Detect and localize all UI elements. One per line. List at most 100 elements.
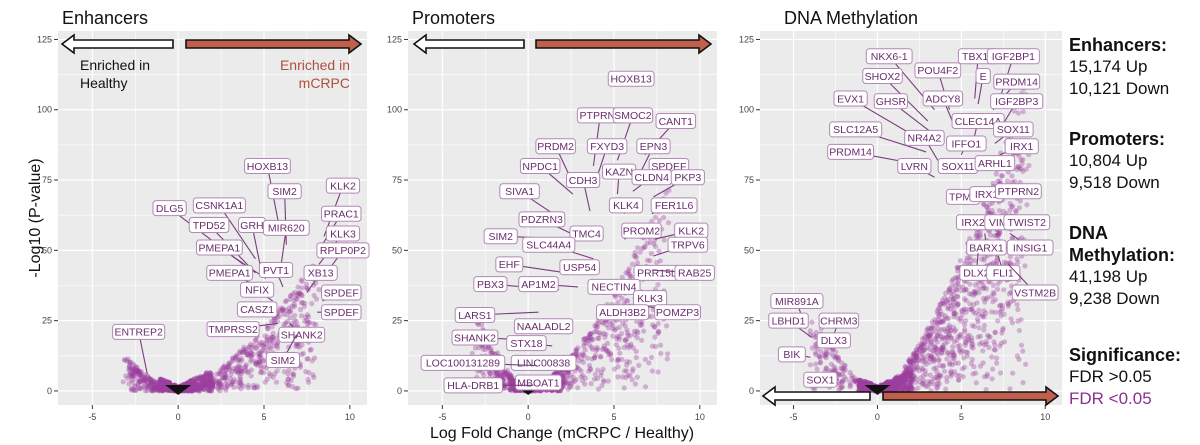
significant-point [915,357,922,364]
significant-point [494,369,500,375]
summary-methylation-title-2: Methylation: [1069,245,1175,265]
significant-point [581,340,588,346]
significant-point [813,361,819,367]
significant-point [254,385,260,391]
significant-point [919,348,925,354]
significant-point [208,380,214,386]
significant-point [621,344,628,350]
significant-point [142,376,149,382]
gene-label-box [777,346,806,363]
gene-label-box [325,177,361,194]
significant-point [615,374,621,380]
gene-label: NECTIN4 [592,282,637,294]
significant-point [983,387,989,393]
significant-point [838,360,845,366]
significant-point [950,344,956,350]
significant-point [296,290,303,296]
significant-point [939,347,946,353]
significant-point [1001,311,1007,317]
significant-point [916,347,923,353]
significant-point [927,333,933,339]
significant-point [937,362,943,369]
significant-point [578,374,584,380]
significant-point [268,345,274,351]
significant-point [243,363,249,369]
significant-point [972,282,978,288]
significant-point [299,342,305,348]
significant-point [246,344,252,350]
significant-point [997,343,1003,349]
significant-point [925,332,931,338]
significant-point [221,363,227,369]
significant-point [927,355,933,362]
significant-point [592,323,598,329]
gene-label: SHOX2 [865,71,901,83]
significant-point [948,370,954,376]
significant-point [969,344,975,350]
significant-point [236,350,242,356]
significant-point [1001,339,1008,345]
significant-point [139,376,145,382]
significant-point [946,333,952,339]
gene-label-box [587,278,641,295]
summary-methylation-down: 9,238 Down [1069,289,1160,308]
significant-point [135,372,142,378]
significant-point [924,338,930,344]
significant-point [911,361,917,367]
gene-label: INSIG1 [1013,242,1048,254]
gene-label: VSTM2B [1014,287,1056,299]
significant-point [974,316,981,322]
significant-point [945,316,952,322]
significant-point [296,291,302,297]
significant-point [619,295,625,301]
significant-point [129,385,135,391]
y-tick-label: 0 [749,386,754,396]
significant-point [963,298,969,304]
significant-point [129,377,135,383]
significant-point [913,352,919,358]
significant-point [602,334,608,340]
significant-point [953,299,959,305]
significant-point [975,280,981,286]
significant-point [918,345,924,351]
significant-point [309,301,315,307]
significant-point [131,373,137,379]
significant-point [955,360,962,366]
y-tick-label: 50 [392,245,402,255]
significant-point [316,287,322,293]
significant-point [810,332,817,338]
significant-point [627,333,633,339]
significant-point [833,349,839,355]
significant-point [301,303,307,310]
significant-point [615,356,621,362]
significant-point [138,378,144,384]
significant-point [237,376,243,382]
significant-point [963,258,970,264]
significant-point [934,332,941,339]
significant-point [911,350,917,356]
significant-point [258,370,264,376]
significant-point [946,361,953,367]
significant-point [934,320,941,326]
significant-point [943,328,949,335]
significant-point [950,350,956,356]
significant-point [132,369,138,375]
gene-label-box [569,225,604,242]
significant-point [823,349,829,356]
gene-label: LARS1 [458,310,491,322]
significant-point [565,381,571,387]
significant-point [929,324,936,330]
significant-point [1010,370,1016,376]
significant-point [1007,200,1013,207]
significant-point [235,369,241,375]
significant-point [167,380,173,386]
gene-label-box [873,93,908,110]
significant-point [932,317,938,323]
significant-point [268,319,274,325]
gene-label: CDH3 [569,175,598,187]
significant-point [232,355,239,361]
significant-point [957,258,964,264]
significant-point [823,365,829,371]
significant-point [955,278,961,284]
significant-point [921,354,927,360]
